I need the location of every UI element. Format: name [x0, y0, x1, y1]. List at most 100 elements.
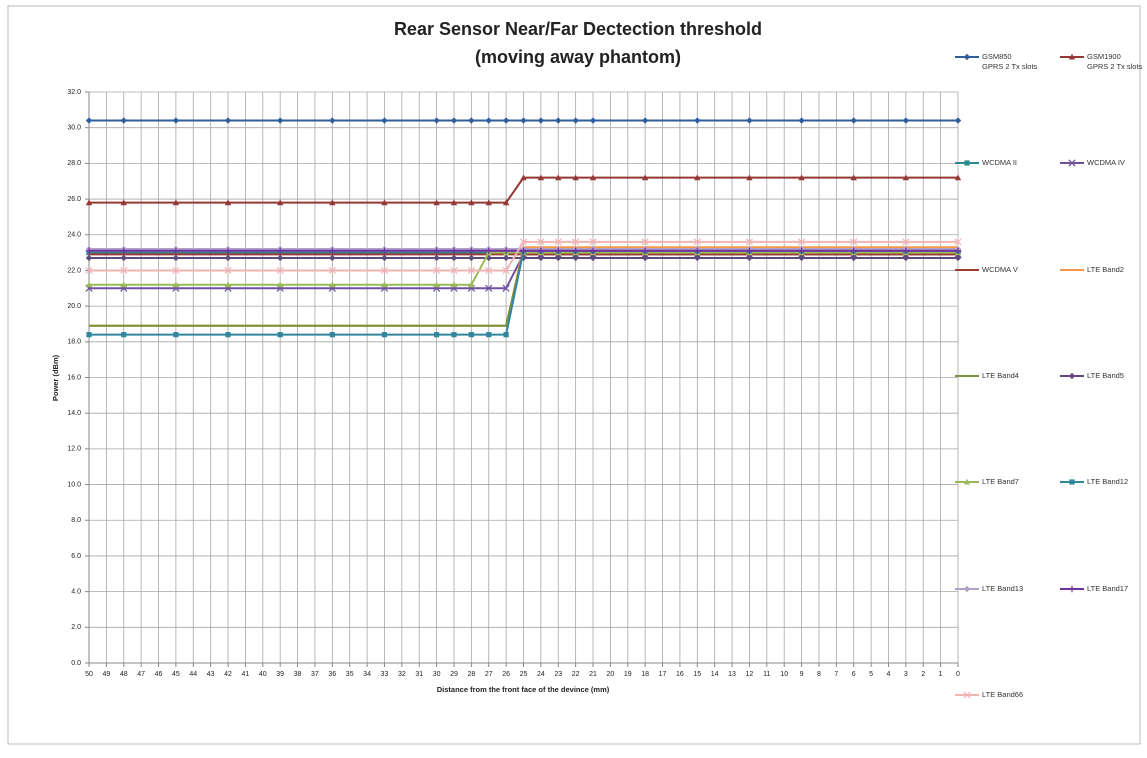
- marker: [277, 332, 283, 338]
- marker: [902, 238, 910, 246]
- marker: [85, 266, 93, 275]
- x-tick-label: 29: [450, 671, 458, 678]
- x-tick-label: 15: [693, 671, 701, 678]
- marker: [798, 174, 805, 181]
- marker: [85, 247, 93, 255]
- y-tick-label: 32.0: [67, 89, 81, 96]
- marker: [486, 332, 492, 338]
- marker: [224, 199, 232, 206]
- marker: [224, 266, 232, 275]
- marker: [963, 53, 971, 61]
- x-tick-label: 25: [520, 671, 528, 678]
- marker: [502, 247, 510, 255]
- marker: [329, 117, 336, 124]
- marker: [850, 238, 858, 246]
- marker: [694, 247, 701, 255]
- marker: [276, 117, 284, 124]
- x-tick-label: 30: [433, 671, 441, 678]
- chart-title: Rear Sensor Near/Far Dectection threshol…: [394, 19, 762, 39]
- y-tick-label: 20.0: [67, 303, 81, 310]
- marker: [467, 266, 475, 275]
- x-tick-label: 40: [259, 671, 267, 678]
- x-tick-label: 23: [554, 671, 562, 678]
- marker: [589, 117, 597, 124]
- marker: [468, 332, 474, 338]
- marker: [503, 332, 509, 338]
- marker: [1069, 479, 1075, 485]
- marker: [589, 238, 597, 246]
- x-tick-label: 2: [921, 671, 925, 678]
- marker: [693, 238, 701, 246]
- marker: [572, 174, 579, 181]
- marker: [224, 247, 232, 255]
- marker: [537, 117, 545, 124]
- x-tick-label: 13: [728, 671, 736, 678]
- legend-label: LTE Band12: [1087, 477, 1129, 486]
- x-tick-label: 35: [346, 671, 354, 678]
- marker: [485, 199, 492, 206]
- marker: [641, 238, 649, 246]
- marker: [224, 117, 232, 124]
- x-tick-label: 16: [676, 671, 684, 678]
- marker: [450, 266, 458, 275]
- marker: [468, 247, 475, 255]
- x-tick-label: 8: [817, 671, 821, 678]
- x-tick-label: 41: [242, 671, 250, 678]
- legend-label: LTE Band7: [982, 477, 1019, 486]
- legend-label: GSM1900 GPRS 2 Tx slots: [1087, 52, 1143, 71]
- marker: [954, 247, 962, 255]
- x-tick-label: 36: [328, 671, 336, 678]
- marker: [224, 281, 232, 288]
- x-tick-label: 42: [224, 671, 232, 678]
- series-line: [89, 240, 958, 272]
- marker: [120, 281, 127, 288]
- marker: [381, 199, 388, 206]
- marker: [589, 254, 597, 262]
- marker: [468, 254, 475, 262]
- marker: [572, 117, 579, 124]
- marker: [502, 117, 510, 124]
- marker: [537, 254, 545, 262]
- marker: [520, 247, 527, 255]
- marker: [589, 247, 597, 255]
- x-tick-label: 22: [572, 671, 580, 678]
- legend-label: LTE Band13: [982, 584, 1024, 593]
- x-tick-label: 20: [607, 671, 615, 678]
- legend-label: WCDMA V: [982, 265, 1018, 274]
- x-tick-label: 18: [641, 671, 649, 678]
- x-tick-label: 39: [276, 671, 284, 678]
- x-tick-label: 34: [363, 671, 371, 678]
- marker: [85, 117, 93, 124]
- marker: [451, 332, 457, 338]
- marker: [120, 247, 127, 255]
- marker: [572, 238, 580, 246]
- x-tick-label: 7: [834, 671, 838, 678]
- marker: [850, 254, 857, 262]
- marker: [502, 284, 510, 292]
- marker: [468, 199, 475, 206]
- x-tick-label: 32: [398, 671, 406, 678]
- marker: [537, 247, 545, 255]
- marker: [433, 199, 440, 206]
- x-tick-label: 26: [502, 671, 510, 678]
- x-tick-label: 3: [904, 671, 908, 678]
- marker: [1068, 585, 1076, 593]
- marker: [963, 478, 971, 485]
- y-tick-label: 8.0: [71, 517, 81, 524]
- x-tick-label: 48: [120, 671, 128, 678]
- marker: [173, 332, 179, 338]
- y-tick-label: 22.0: [67, 267, 81, 274]
- marker: [172, 199, 180, 206]
- marker: [433, 247, 440, 255]
- marker: [329, 281, 336, 288]
- x-tick-label: 4: [887, 671, 891, 678]
- marker: [641, 254, 649, 262]
- x-tick-label: 1: [939, 671, 943, 678]
- x-tick-label: 12: [746, 671, 754, 678]
- x-tick-label: 10: [780, 671, 788, 678]
- marker: [745, 238, 754, 246]
- marker: [902, 117, 910, 124]
- legend-label: WCDMA II: [982, 158, 1017, 167]
